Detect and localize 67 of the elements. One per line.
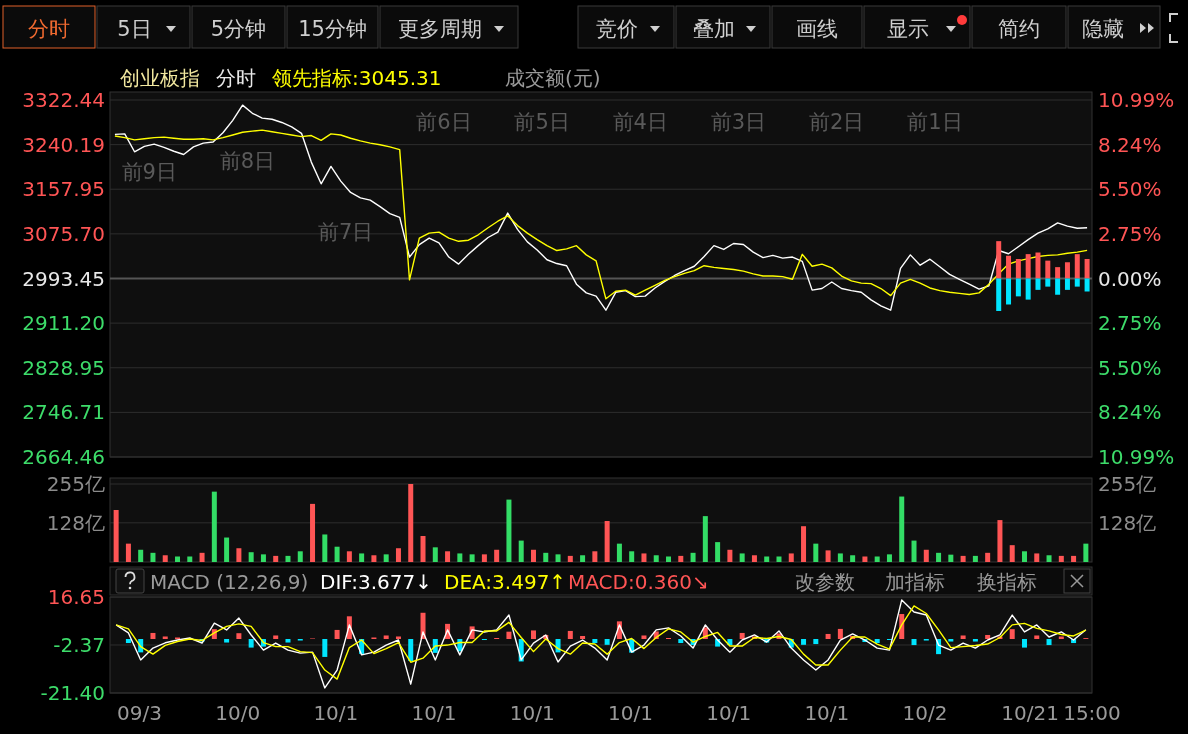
annotation: 前1日 [907, 110, 963, 134]
y2-tick-label: 8.24% [1098, 132, 1162, 157]
series-label: DIF:3.677↓ [320, 570, 433, 594]
text: 隐藏 [1082, 17, 1124, 41]
chart-title: 创业板指 [120, 66, 200, 90]
annotation: 前3日 [710, 110, 767, 134]
text: 10/1 [411, 701, 457, 725]
text: 5分钟 [210, 17, 267, 41]
text: 10/1 [706, 701, 752, 725]
annotation: 前6日 [416, 110, 472, 134]
y-tick-label: 128亿 [46, 510, 105, 535]
y2-tick-label: 128亿 [1098, 510, 1157, 535]
text: 画线 [796, 17, 838, 41]
y-tick-label: 3322.44 [22, 88, 105, 112]
chart-title: MACD (12,26,9) [150, 570, 309, 594]
y-tick-label: 16.65 [47, 585, 105, 609]
y2-tick-label: 255亿 [1098, 472, 1157, 496]
y2-tick-label: 5.50% [1098, 177, 1162, 202]
series-label: MACD:0.360↘ [568, 570, 709, 594]
text: 10/1 [313, 701, 359, 725]
y-tick-label: -21.40 [40, 681, 105, 705]
text: 09/3 [117, 701, 162, 725]
y2-tick-label: 10.99% [1098, 88, 1175, 112]
annotation: 前2日 [808, 110, 865, 134]
chart-subtitle: 分时 [216, 66, 256, 90]
text: 10/1 [608, 701, 653, 725]
y-tick-label: 2746.71 [22, 400, 105, 425]
y-tick-label: 3240.19 [22, 132, 105, 157]
y-tick-label: 2911.20 [22, 311, 105, 336]
annotation: 前9日 [121, 160, 177, 185]
y-tick-label: 2828.95 [22, 355, 105, 380]
text: 显示 [887, 17, 929, 41]
text: 简约 [998, 17, 1040, 41]
text: 15:00 [1063, 701, 1121, 725]
y-tick-label: -2.37 [53, 632, 105, 657]
y-tick-label: 2993.45 [22, 266, 105, 291]
annotation: 前4日 [612, 110, 668, 134]
annotation: 前7日 [317, 219, 374, 244]
text: 领先指标:3045.31 [272, 66, 442, 90]
text: 竞价 [596, 17, 638, 41]
text: DEA:3.497↑ [444, 570, 567, 594]
y-tick-label: 255亿 [46, 472, 105, 496]
text: 分时 [28, 17, 70, 41]
text: 10/1 [804, 701, 850, 725]
text: 改参数 [795, 570, 855, 594]
text: 10/0 [215, 701, 261, 725]
y-tick-label: 3075.70 [22, 221, 105, 246]
annotation: 前5日 [514, 110, 570, 134]
annotation: 前8日 [219, 149, 276, 174]
text: 15分钟 [298, 17, 367, 41]
text: 更多周期 [398, 17, 482, 41]
text: 加指标 [885, 570, 945, 594]
y-tick-label: 3157.95 [22, 177, 105, 202]
y2-tick-label: 10.99% [1098, 445, 1175, 469]
y2-tick-label: 2.75% [1098, 311, 1162, 336]
text: 10/2 [902, 701, 948, 725]
text: 5日 [117, 17, 152, 41]
text: 换指标 [977, 570, 1037, 594]
y2-tick-label: 2.75% [1098, 221, 1162, 246]
text: 成交额(元) [505, 66, 601, 90]
y-tick-label: 2664.46 [22, 445, 105, 469]
text: 10/1 [509, 701, 555, 725]
y2-tick-label: 8.24% [1098, 400, 1162, 425]
text: 10/21 [1001, 701, 1059, 725]
text: 叠加 [693, 17, 735, 41]
y2-tick-label: 5.50% [1098, 355, 1162, 380]
y2-tick-label: 0.00% [1098, 266, 1162, 291]
